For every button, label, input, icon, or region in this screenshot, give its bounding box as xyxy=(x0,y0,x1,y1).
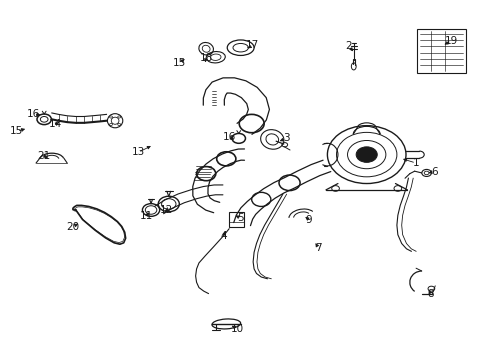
Text: 12: 12 xyxy=(160,205,173,215)
Text: 20: 20 xyxy=(66,221,80,231)
Text: 18: 18 xyxy=(199,53,212,63)
Bar xyxy=(229,212,244,226)
Text: 14: 14 xyxy=(49,119,62,129)
Circle shape xyxy=(355,147,376,162)
Text: 13: 13 xyxy=(131,148,144,157)
Text: 19: 19 xyxy=(444,36,457,46)
Text: 4: 4 xyxy=(220,231,226,242)
Text: 1: 1 xyxy=(412,158,419,168)
Text: 2: 2 xyxy=(345,41,351,51)
Text: 7: 7 xyxy=(314,243,321,253)
Text: 16: 16 xyxy=(222,132,235,142)
Text: 6: 6 xyxy=(430,167,437,176)
Text: 9: 9 xyxy=(305,215,311,225)
Text: 5: 5 xyxy=(237,213,244,223)
Text: 3: 3 xyxy=(282,133,289,143)
Text: 21: 21 xyxy=(38,151,51,161)
Text: 16: 16 xyxy=(27,109,40,119)
Text: 15: 15 xyxy=(173,58,186,68)
Text: 17: 17 xyxy=(245,40,258,50)
Text: 8: 8 xyxy=(426,289,433,298)
Text: 10: 10 xyxy=(231,324,244,334)
Text: 15: 15 xyxy=(10,126,23,136)
Text: 11: 11 xyxy=(140,211,153,221)
